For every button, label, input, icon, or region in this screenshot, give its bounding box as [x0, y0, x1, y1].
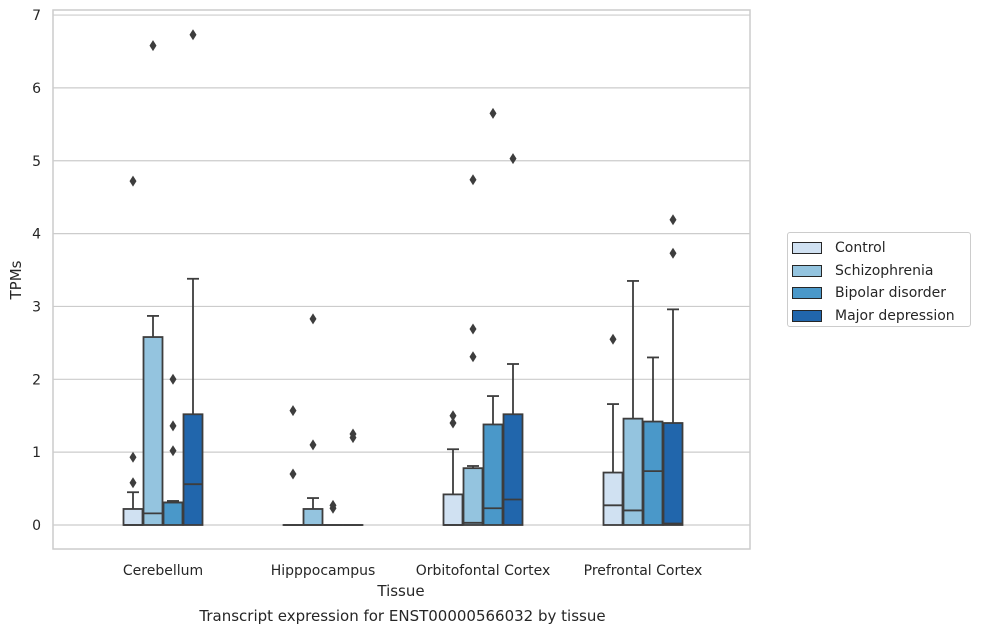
- y-tick-label: 6: [32, 81, 41, 97]
- chart-caption: Transcript expression for ENST0000056603…: [199, 607, 606, 625]
- outlier-point: [169, 373, 177, 385]
- box: [182, 413, 204, 526]
- outlier-point: [469, 323, 477, 335]
- box-bipolar-disorder-orbitofontal-cortex: [482, 107, 504, 526]
- outlier-point: [469, 351, 477, 363]
- legend-label: Control: [835, 240, 886, 257]
- legend-item: Major depression: [792, 305, 970, 328]
- plot-frame: [52, 9, 751, 550]
- outlier-point: [309, 313, 317, 325]
- legend-item: Control: [792, 237, 970, 260]
- outlier-point: [669, 247, 677, 259]
- box: [302, 508, 324, 526]
- x-axis-ticks: Cerebellum Hipppocampus Orbitofontal Corte…: [123, 563, 702, 579]
- outlier-point: [469, 174, 477, 186]
- y-tick-label: 7: [32, 8, 41, 24]
- outlier-point: [289, 468, 297, 480]
- box-major-depression-hipppocampus: [342, 428, 364, 526]
- legend-swatch: [792, 287, 822, 300]
- y-tick-label: 4: [32, 227, 41, 243]
- box-bipolar-disorder-prefrontal-cortex: [642, 356, 664, 526]
- box: [662, 422, 684, 526]
- box-control-cerebellum: [122, 175, 144, 526]
- x-axis-title: Tissue: [376, 582, 424, 600]
- outlier-point: [309, 439, 317, 451]
- outlier-point: [449, 417, 457, 429]
- outlier-point: [129, 451, 137, 463]
- outlier-point: [149, 40, 157, 52]
- y-tick-label: 3: [32, 299, 41, 315]
- box-bipolar-disorder-hipppocampus: [322, 499, 344, 526]
- legend-item: Bipolar disorder: [792, 282, 970, 305]
- legend-label: Schizophrenia: [835, 262, 934, 279]
- box-major-depression-prefrontal-cortex: [662, 214, 684, 526]
- box: [502, 413, 524, 526]
- outlier-point: [669, 214, 677, 226]
- x-tick-label: Hipppocampus: [271, 563, 376, 579]
- y-axis-ticks: 0 1 2 3 4 5 6 7: [32, 8, 41, 534]
- box-control-orbitofontal-cortex: [442, 410, 464, 526]
- legend: Control Schizophrenia Bipolar disorder Majo…: [787, 232, 971, 327]
- x-tick-label: Orbitofontal Cortex: [416, 563, 551, 579]
- outlier-point: [509, 153, 517, 165]
- box-plot-marks: [122, 29, 684, 526]
- legend-swatch: [792, 264, 822, 277]
- legend-swatch: [792, 309, 822, 322]
- box-schizophrenia-orbitofontal-cortex: [462, 174, 484, 526]
- box: [482, 423, 504, 526]
- box-schizophrenia-cerebellum: [142, 40, 164, 526]
- outlier-point: [609, 333, 617, 345]
- legend-swatch: [792, 242, 822, 255]
- outlier-point: [189, 29, 197, 41]
- box: [142, 336, 164, 526]
- y-tick-label: 0: [32, 518, 41, 534]
- box: [642, 420, 664, 526]
- outlier-point: [289, 405, 297, 417]
- box-bipolar-disorder-cerebellum: [162, 373, 184, 526]
- legend-label: Bipolar disorder: [835, 285, 947, 302]
- box-control-prefrontal-cortex: [602, 333, 624, 526]
- outlier-point: [169, 420, 177, 432]
- outlier-point: [129, 477, 137, 489]
- outlier-point: [329, 499, 337, 511]
- x-tick-label: Prefrontal Cortex: [584, 563, 703, 579]
- box: [602, 471, 624, 526]
- box-control-hipppocampus: [282, 405, 304, 526]
- y-tick-label: 5: [32, 154, 41, 170]
- x-tick-label: Cerebellum: [123, 563, 203, 579]
- box: [462, 467, 484, 526]
- outlier-point: [349, 428, 357, 440]
- box: [442, 493, 464, 526]
- box-major-depression-orbitofontal-cortex: [502, 153, 524, 526]
- box: [162, 501, 184, 526]
- y-tick-label: 2: [32, 372, 41, 388]
- outlier-point: [449, 410, 457, 422]
- outlier-point: [129, 175, 137, 187]
- outlier-point: [169, 445, 177, 457]
- y-axis-title: TPMs: [7, 260, 25, 300]
- outlier-point: [489, 107, 497, 119]
- box-schizophrenia-hipppocampus: [302, 313, 324, 526]
- box-major-depression-cerebellum: [182, 29, 204, 526]
- box-schizophrenia-prefrontal-cortex: [622, 280, 644, 526]
- legend-label: Major depression: [835, 307, 955, 324]
- box: [122, 508, 144, 526]
- y-tick-label: 1: [32, 445, 41, 461]
- legend-item: Schizophrenia: [792, 260, 970, 283]
- box: [622, 417, 644, 526]
- grid-lines: [53, 14, 750, 526]
